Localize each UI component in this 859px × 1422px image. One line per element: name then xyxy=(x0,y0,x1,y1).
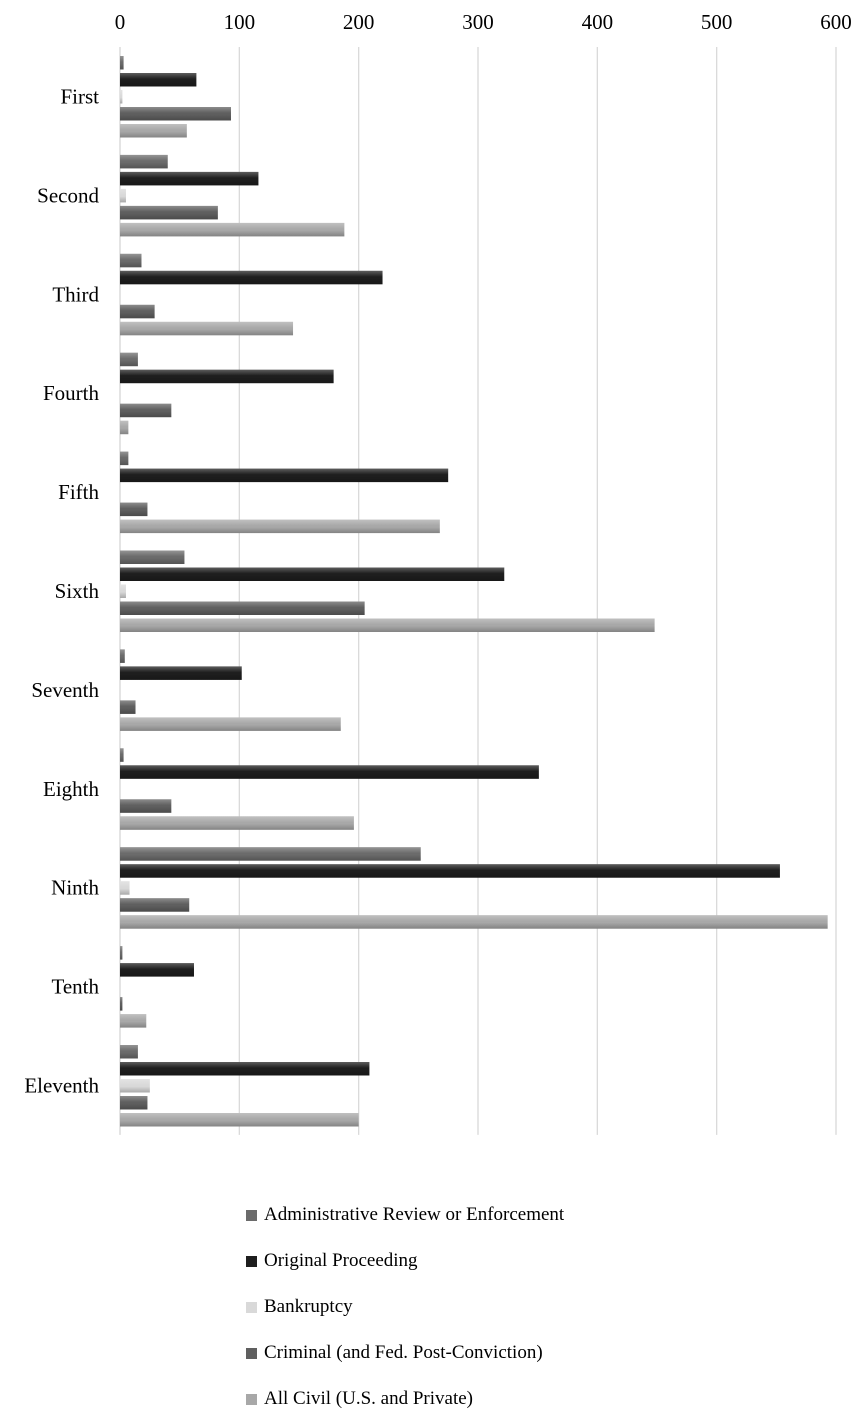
bar-shading xyxy=(120,1014,147,1028)
bar-shading xyxy=(120,898,190,912)
bar-shading xyxy=(120,1113,359,1127)
bar-shading xyxy=(120,584,126,598)
bar-shading xyxy=(120,451,129,466)
legend-swatch xyxy=(246,1393,257,1405)
bar-shading xyxy=(120,649,125,663)
bar-shading xyxy=(120,73,197,87)
y-category-label: Fifth xyxy=(58,480,99,504)
x-tick-label: 100 xyxy=(224,10,256,34)
bar-shading xyxy=(120,799,172,813)
y-category-label: Second xyxy=(37,183,99,207)
bar-shading xyxy=(120,700,136,714)
bar-shading xyxy=(120,369,334,384)
bar-shading xyxy=(120,1045,138,1059)
legend-swatch xyxy=(246,1347,257,1359)
bar-shading xyxy=(120,915,828,929)
bar-shading xyxy=(120,56,124,70)
legend-label: Bankruptcy xyxy=(264,1296,353,1317)
x-axis-tick-labels: 0 100 200 300 400 500 600 xyxy=(115,10,852,34)
bar-shading xyxy=(120,1062,370,1076)
y-category-label: Sixth xyxy=(55,579,100,603)
bar-shading xyxy=(120,748,124,762)
bar-shading xyxy=(120,352,138,367)
bar-shading xyxy=(120,403,172,418)
x-tick-label: 200 xyxy=(343,10,375,34)
bar-shading xyxy=(120,90,123,104)
y-category-label: First xyxy=(60,84,99,108)
bar-shading xyxy=(120,502,148,517)
legend-item: Bankruptcy xyxy=(246,1284,564,1330)
bar-shading xyxy=(120,222,345,237)
y-category-label: Tenth xyxy=(51,975,99,999)
bar-shading xyxy=(120,666,242,680)
bars xyxy=(120,56,828,1127)
bar-shading xyxy=(120,847,421,861)
legend-item: Original Proceeding xyxy=(246,1238,564,1284)
bar-shading xyxy=(120,253,142,268)
bar-shading xyxy=(120,154,168,169)
legend: Administrative Review or Enforcement Orig… xyxy=(246,1192,564,1422)
bar-shading xyxy=(120,816,354,830)
legend-swatch xyxy=(246,1209,257,1221)
bar-shading xyxy=(120,946,123,960)
bar-shading xyxy=(120,963,194,977)
bar-shading xyxy=(120,205,218,220)
gridlines xyxy=(238,47,837,1135)
y-category-label: Eighth xyxy=(43,777,99,801)
bar-shading xyxy=(120,188,126,203)
bar-shading xyxy=(120,468,449,483)
bar-shading xyxy=(120,618,655,632)
legend-item: Criminal (and Fed. Post-Conviction) xyxy=(246,1330,564,1376)
legend-item: Administrative Review or Enforcement xyxy=(246,1192,564,1238)
y-category-label: Ninth xyxy=(51,876,99,900)
y-category-label: Fourth xyxy=(43,381,100,405)
bar-shading xyxy=(120,420,129,435)
bar-chart: 0 100 200 300 400 500 600 First Second Third Four… xyxy=(24,10,852,1135)
bar-shading xyxy=(120,717,341,731)
legend-swatch xyxy=(246,1255,257,1267)
bar-shading xyxy=(120,550,185,564)
bar-shading xyxy=(120,270,383,285)
x-tick-label: 500 xyxy=(701,10,733,34)
bar-shading xyxy=(120,1079,150,1093)
y-category-label: Seventh xyxy=(31,678,99,702)
x-tick-label: 0 xyxy=(115,10,126,34)
legend-label: Original Proceeding xyxy=(264,1250,418,1271)
bar-shading xyxy=(120,881,130,895)
bar-shading xyxy=(120,997,123,1011)
legend-swatch xyxy=(246,1301,257,1313)
bar-shading xyxy=(120,765,539,779)
bar-shading xyxy=(120,304,155,319)
legend-label: Criminal (and Fed. Post-Conviction) xyxy=(264,1342,543,1363)
bar-shading xyxy=(120,124,187,138)
bar-shading xyxy=(120,567,505,581)
x-tick-label: 300 xyxy=(462,10,494,34)
x-tick-label: 400 xyxy=(582,10,614,34)
legend-label: All Civil (U.S. and Private) xyxy=(264,1388,473,1409)
bar-shading xyxy=(120,519,440,534)
y-axis-category-labels: First Second Third Fourth Fifth Sixth Seventh E… xyxy=(24,84,99,1097)
y-category-label: Eleventh xyxy=(24,1073,99,1097)
bar-shading xyxy=(120,107,231,121)
x-tick-label: 600 xyxy=(820,10,852,34)
bar-shading xyxy=(120,601,365,615)
bar-shading xyxy=(120,321,294,336)
y-category-label: Third xyxy=(52,282,99,306)
legend-item: All Civil (U.S. and Private) xyxy=(246,1376,564,1422)
bar-shading xyxy=(120,171,259,186)
bar-shading xyxy=(120,1096,148,1110)
bar-shading xyxy=(120,864,780,878)
legend-label: Administrative Review or Enforcement xyxy=(264,1204,565,1225)
